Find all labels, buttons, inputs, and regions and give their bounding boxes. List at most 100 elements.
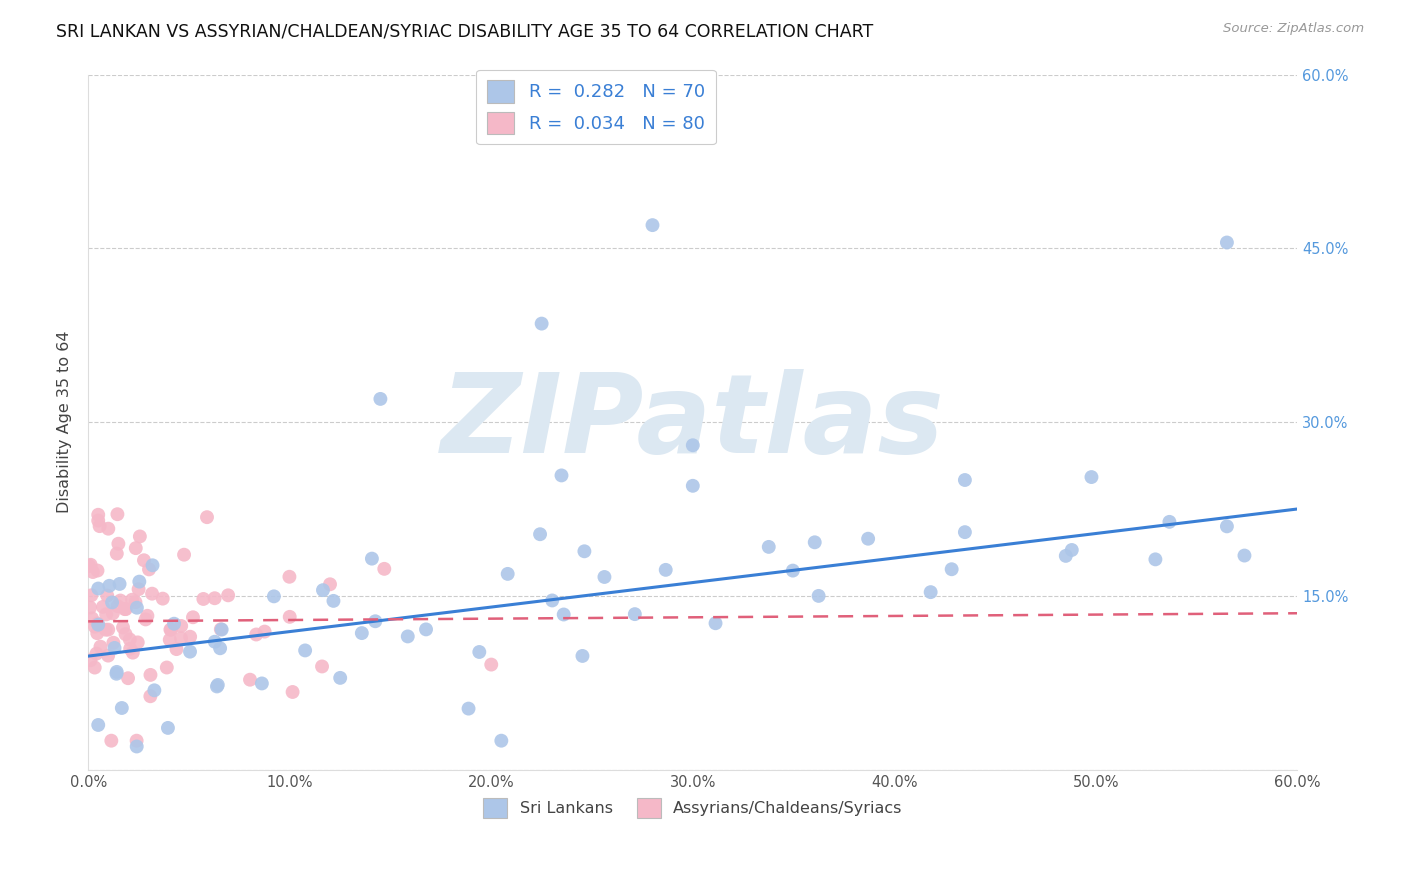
Point <box>803 535 825 549</box>
Point <box>179 645 201 659</box>
Point <box>195 510 218 524</box>
Point <box>114 602 136 616</box>
Point <box>250 676 273 690</box>
Point <box>253 624 276 639</box>
Point <box>108 577 131 591</box>
Point <box>807 589 830 603</box>
Point <box>496 566 519 581</box>
Point <box>128 582 150 597</box>
Point <box>1233 549 1256 563</box>
Point <box>1216 235 1239 250</box>
Point <box>179 630 201 644</box>
Point <box>103 636 125 650</box>
Point <box>163 616 186 631</box>
Point <box>87 508 110 522</box>
Point <box>87 718 110 732</box>
Point <box>396 629 419 643</box>
Point <box>80 611 103 625</box>
Point <box>98 579 121 593</box>
Point <box>1060 543 1083 558</box>
Point <box>143 683 166 698</box>
Point <box>550 468 572 483</box>
Point <box>87 582 110 596</box>
Point <box>114 602 136 616</box>
Point <box>322 594 344 608</box>
Point <box>156 660 179 674</box>
Point <box>209 641 232 656</box>
Point <box>204 634 226 648</box>
Point <box>105 665 128 679</box>
Point <box>136 608 159 623</box>
Point <box>135 612 157 626</box>
Point <box>281 685 304 699</box>
Point <box>89 519 111 533</box>
Point <box>156 721 179 735</box>
Point <box>110 593 132 607</box>
Point <box>121 592 143 607</box>
Point <box>124 595 146 609</box>
Point <box>159 632 181 647</box>
Point <box>624 607 647 621</box>
Point <box>468 645 491 659</box>
Point <box>117 671 139 685</box>
Point <box>120 641 142 656</box>
Point <box>80 588 103 602</box>
Point <box>1144 552 1167 566</box>
Point <box>97 623 120 637</box>
Point <box>89 640 111 654</box>
Point <box>245 627 267 641</box>
Point <box>91 599 114 614</box>
Point <box>111 701 134 715</box>
Point <box>571 648 593 663</box>
Point <box>103 640 125 655</box>
Point <box>100 733 122 747</box>
Point <box>87 617 110 632</box>
Point <box>641 218 664 232</box>
Point <box>1054 549 1077 563</box>
Point <box>107 507 129 521</box>
Point <box>107 537 129 551</box>
Point <box>138 562 160 576</box>
Point <box>529 527 551 541</box>
Point <box>101 595 124 609</box>
Point <box>370 392 392 406</box>
Point <box>111 620 134 634</box>
Point <box>173 548 195 562</box>
Point <box>132 553 155 567</box>
Point <box>125 600 148 615</box>
Point <box>96 607 118 622</box>
Point <box>79 653 101 667</box>
Point <box>152 591 174 606</box>
Point <box>553 607 575 622</box>
Point <box>170 632 193 646</box>
Point <box>920 585 942 599</box>
Point <box>278 570 301 584</box>
Point <box>758 540 780 554</box>
Point <box>125 541 148 556</box>
Point <box>491 733 513 747</box>
Point <box>361 551 384 566</box>
Point <box>139 690 162 704</box>
Point <box>128 529 150 543</box>
Point <box>79 600 101 615</box>
Point <box>86 616 108 631</box>
Point <box>350 626 373 640</box>
Point <box>593 570 616 584</box>
Point <box>263 590 285 604</box>
Point <box>311 659 333 673</box>
Point <box>1080 470 1102 484</box>
Point <box>205 680 228 694</box>
Point <box>329 671 352 685</box>
Point <box>856 532 879 546</box>
Text: ZIPatlas: ZIPatlas <box>441 368 945 475</box>
Point <box>941 562 963 576</box>
Point <box>207 678 229 692</box>
Point <box>141 558 163 573</box>
Point <box>217 588 239 602</box>
Point <box>181 610 204 624</box>
Point <box>86 626 108 640</box>
Point <box>105 666 128 681</box>
Point <box>530 317 553 331</box>
Point <box>107 599 129 614</box>
Point <box>96 589 118 603</box>
